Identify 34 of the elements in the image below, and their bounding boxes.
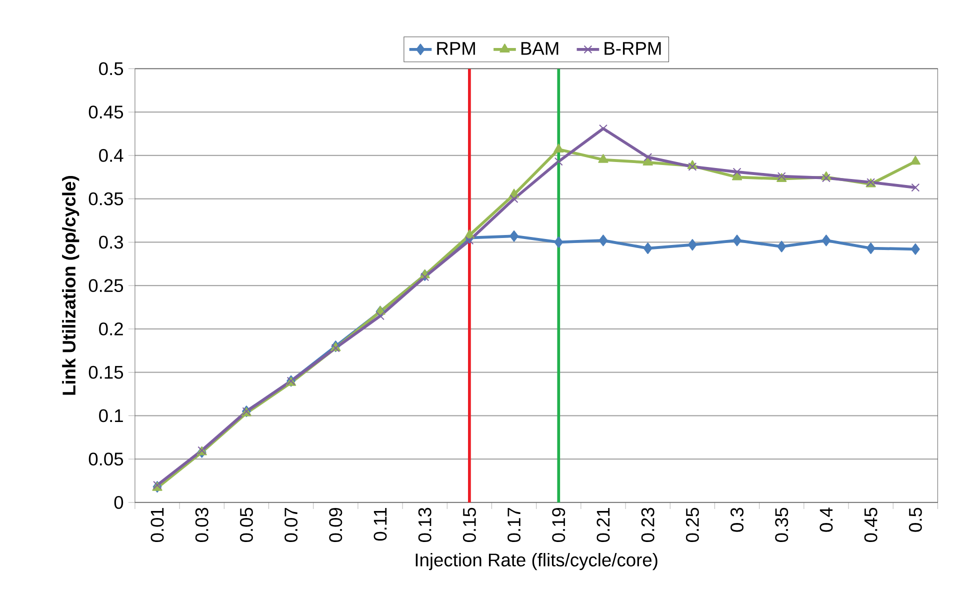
x-tick-label: 0.17 — [508, 508, 521, 542]
y-tick-label: 0.4 — [99, 149, 124, 162]
y-tick-label: 0.1 — [99, 409, 123, 422]
x-tick-label: 0.19 — [552, 508, 566, 542]
x-tick-label: 0.4 — [820, 508, 833, 532]
x-tick-label: 0.01 — [150, 508, 164, 542]
x-tick-label: 0.03 — [195, 508, 208, 542]
y-tick-label: 0.15 — [88, 366, 124, 380]
x-tick-label: 0.21 — [596, 508, 610, 542]
y-tick-label: 0.25 — [88, 279, 124, 292]
x-tick-label: 0.07 — [284, 508, 298, 542]
x-tick-label: 0.05 — [240, 508, 253, 542]
y-tick-label: 0.45 — [88, 106, 124, 119]
x-tick-label: 0.3 — [730, 508, 744, 532]
x-tick-label: 0.11 — [374, 508, 387, 541]
x-tick-label: 0.25 — [686, 508, 699, 542]
x-tick-label: 0.45 — [864, 508, 878, 542]
x-tick-label: 0.13 — [418, 508, 432, 542]
legend-label: BAM — [521, 42, 558, 55]
y-tick-label: 0 — [114, 496, 124, 510]
x-tick-label: 0.35 — [775, 508, 788, 542]
y-tick-label: 0.35 — [88, 192, 124, 206]
y-tick-label: 0.3 — [99, 236, 123, 249]
x-axis-title: Injection Rate (flits/cycle/core) — [416, 553, 658, 570]
x-tick-label: 0.09 — [329, 508, 342, 542]
x-tick-label: 0.23 — [641, 508, 654, 542]
x-tick-label: 0.5 — [908, 508, 922, 532]
legend-label: RPM — [437, 42, 475, 55]
y-tick-label: 0.5 — [99, 62, 124, 76]
legend-label: B-RPM — [604, 42, 661, 55]
y-tick-label: 0.05 — [88, 452, 124, 466]
y-tick-label: 0.2 — [99, 322, 123, 336]
y-axis-title: Link Utilization (op/cycle) — [62, 176, 80, 395]
x-tick-label: 0.15 — [462, 508, 476, 542]
